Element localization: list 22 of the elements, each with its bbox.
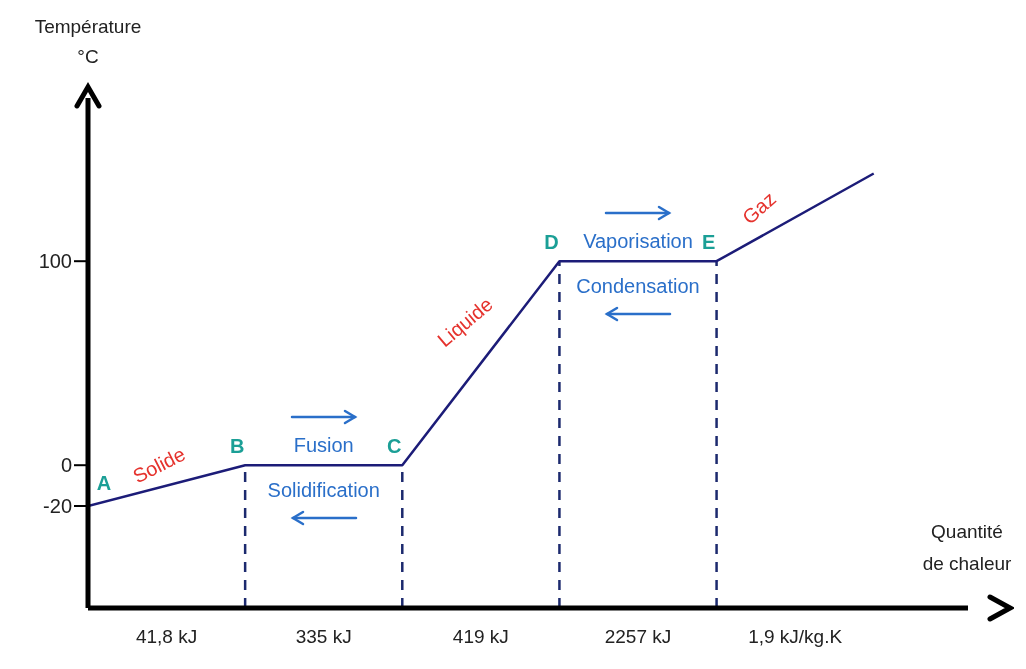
x-tick-label: C	[387, 435, 402, 458]
x-tick-label: A	[96, 472, 112, 494]
text: 2257 kJ	[603, 626, 673, 648]
text: 1,9 kJ/kg.K	[747, 626, 844, 648]
annotation: Solidification	[266, 477, 381, 503]
text: 335 kJ	[294, 626, 353, 648]
x-tick-label: D	[544, 231, 559, 254]
y-tick-label: 0	[60, 454, 72, 477]
annotation: Gaz	[738, 187, 780, 229]
y-tick-label: 100	[38, 250, 72, 273]
x-tick-label: B	[229, 435, 245, 458]
annotation: Vaporisation	[583, 229, 693, 252]
x-tick-label: E	[701, 231, 716, 254]
x-axis-title: Quantité de chaleur	[921, 520, 1013, 576]
annotation: Condensation	[575, 273, 701, 299]
annotation: Solide	[128, 442, 189, 488]
annotation: Fusion	[293, 433, 354, 456]
y-tick-label: -20	[43, 495, 72, 518]
text: 419 kJ	[451, 626, 510, 648]
text: 41,8 kJ	[134, 626, 199, 648]
line-series	[88, 172, 875, 508]
y-axis-title: Température °C	[33, 15, 143, 69]
